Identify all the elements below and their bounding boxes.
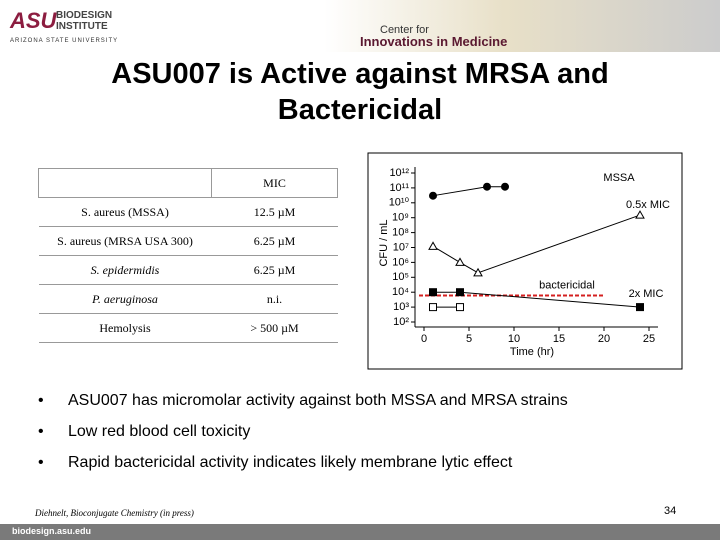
marker	[635, 210, 645, 219]
table-row: P. aeruginosa n.i.	[38, 284, 338, 314]
marker	[429, 288, 437, 297]
table-row: S. epidermidis 6.25 µM	[38, 255, 338, 285]
y-tick-label: 10⁹	[392, 212, 409, 224]
marker	[429, 303, 437, 312]
table-row: Hemolysis > 500 µM	[38, 313, 338, 343]
series-label: 0.5x MIC	[626, 199, 670, 211]
footer-band	[0, 524, 720, 540]
institute-line: BIODESIGN	[56, 10, 113, 21]
mic-table: MIC S. aureus (MSSA) 12.5 µM S. aureus (MR…	[38, 168, 338, 343]
table-cell: 6.25 µM	[211, 255, 338, 285]
y-tick-label: 10¹⁰	[389, 197, 410, 209]
bullet: ASU007 has micromolar activity against b…	[30, 392, 568, 423]
y-tick-label: 10⁵	[392, 271, 409, 283]
x-tick-label: 15	[553, 333, 565, 345]
marker	[429, 191, 437, 200]
marker	[483, 182, 491, 191]
bullet: Rapid bactericidal activity indicates li…	[30, 454, 568, 485]
table-cell: > 500 µM	[211, 313, 338, 343]
table-row: S. aureus (MSSA) 12.5 µM	[38, 197, 338, 227]
series-line	[432, 214, 641, 274]
table-cell: n.i.	[211, 284, 338, 314]
center-line: Innovations in Medicine	[360, 34, 508, 49]
university: ARIZONA STATE UNIVERSITY	[10, 38, 119, 44]
citation: Diehnelt, Bioconjugate Chemistry (in pre…	[35, 508, 194, 518]
institute-line: INSTITUTE	[56, 21, 108, 32]
table-corner	[38, 168, 212, 198]
x-tick-label: 20	[598, 333, 610, 345]
threshold-label: bactericidal	[539, 279, 595, 291]
bullet-list: ASU007 has micromolar activity against b…	[30, 392, 568, 485]
y-tick-label: 10³	[393, 301, 409, 313]
marker	[473, 267, 483, 277]
series-label: MSSA	[603, 172, 635, 184]
institute: BIODESIGN INSTITUTE	[56, 10, 112, 32]
x-tick-label: 0	[421, 333, 427, 345]
x-tick-label: 25	[643, 333, 655, 345]
footer-url: biodesign.asu.edu	[12, 526, 92, 536]
marker	[636, 303, 644, 312]
y-tick-label: 10⁸	[392, 227, 409, 239]
slide-title: ASU007 is Active against MRSA and Bacter…	[111, 58, 609, 126]
marker	[501, 182, 509, 191]
center-line: Center for	[380, 24, 429, 36]
table-cell: S. epidermidis	[38, 255, 212, 285]
table-cell: 12.5 µM	[211, 197, 338, 227]
table-cell: P. aeruginosa	[38, 284, 212, 314]
y-tick-label: 10⁴	[392, 286, 409, 298]
y-axis-label: CFU / mL	[378, 219, 390, 266]
logo: ASU	[10, 8, 57, 33]
x-axis-label: Time (hr)	[510, 346, 554, 358]
marker	[456, 288, 464, 297]
table-cell: Hemolysis	[38, 313, 212, 343]
marker	[428, 241, 438, 250]
table-row: S. aureus (MRSA USA 300) 6.25 µM	[38, 226, 338, 256]
y-tick-label: 10⁶	[392, 256, 409, 268]
y-tick-label: 10¹¹	[389, 182, 409, 194]
y-tick-label: 10²	[393, 316, 409, 328]
center: Center for Innovations in Medicine	[360, 24, 507, 48]
x-tick-label: 5	[466, 333, 472, 345]
table-cell: S. aureus (MRSA USA 300)	[38, 226, 212, 256]
table-cell: 6.25 µM	[211, 226, 338, 256]
table-cell: S. aureus (MSSA)	[38, 197, 212, 227]
y-tick-label: 10¹²	[389, 167, 409, 179]
marker	[455, 257, 465, 266]
y-tick-label: 10⁷	[393, 241, 409, 253]
bullet: Low red blood cell toxicity	[30, 423, 568, 454]
marker	[456, 303, 464, 312]
series-label: 2x MIC	[629, 288, 664, 300]
page-number: 34	[664, 505, 677, 517]
x-tick-label: 10	[508, 333, 520, 345]
header-band	[0, 0, 720, 52]
chart-frame	[367, 152, 683, 370]
